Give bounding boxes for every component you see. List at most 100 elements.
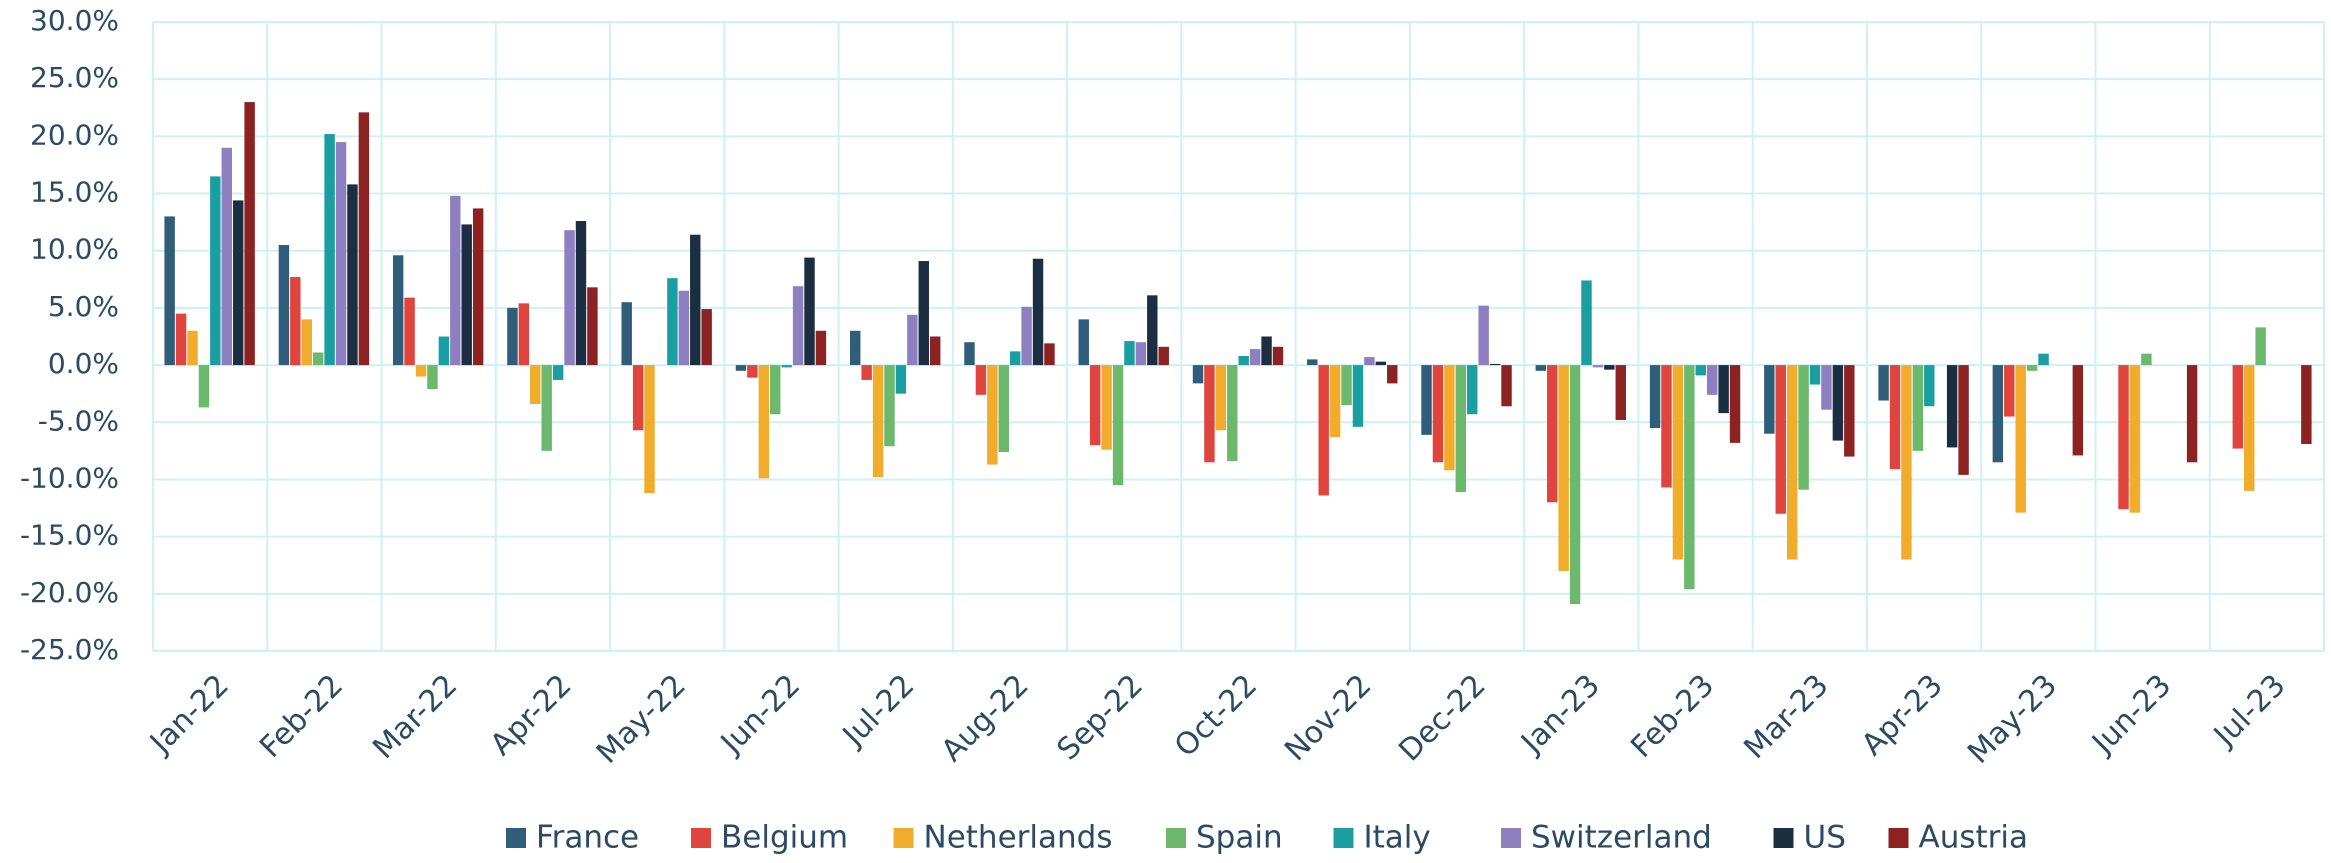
bar [1421, 365, 1432, 435]
bar [850, 330, 861, 366]
x-tick-label: Mar-23 [1737, 668, 1835, 766]
bar [175, 313, 187, 366]
bar [221, 147, 232, 366]
x-tick-label: Oct-22 [1168, 668, 1264, 764]
bar [1489, 363, 1501, 366]
x-tick-label: Jan-23 [1513, 668, 1607, 762]
bar [450, 195, 461, 366]
bar [2072, 365, 2084, 456]
y-tick-label: 5.0% [48, 290, 119, 323]
bar [2118, 365, 2129, 510]
x-tick-label: Dec-22 [1392, 668, 1492, 768]
bar [1901, 365, 1912, 560]
bar [312, 352, 324, 366]
bar [690, 234, 701, 366]
legend-label: Spain [1196, 820, 1283, 856]
bar [1706, 365, 1718, 395]
bar [1249, 349, 1261, 366]
bar [1672, 365, 1684, 560]
legend-label: Switzerland [1531, 820, 1712, 856]
bar [347, 184, 358, 366]
bar [2141, 353, 2152, 366]
bar [587, 287, 598, 366]
bar [918, 261, 929, 366]
bar [1501, 365, 1512, 407]
bar [1581, 280, 1592, 366]
bar [187, 330, 198, 366]
bar [701, 309, 712, 366]
legend-label: France [536, 820, 639, 856]
bar [1992, 365, 2004, 463]
bar [1912, 365, 1924, 451]
x-tick-label: Jun-23 [2084, 668, 2178, 762]
y-tick-label: -10.0% [20, 461, 119, 494]
bar [1261, 336, 1272, 366]
y-tick-label: 25.0% [30, 61, 119, 94]
y-tick-label: -20.0% [20, 576, 119, 609]
bar [2232, 365, 2244, 449]
legend-swatch [893, 828, 914, 848]
bar [1878, 365, 1889, 401]
bar [747, 365, 758, 378]
bar [770, 365, 781, 415]
bar [2004, 365, 2015, 417]
x-tick-label: May-22 [590, 668, 693, 771]
bar [735, 365, 747, 371]
y-tick-label: 10.0% [30, 233, 119, 266]
bar [1307, 359, 1318, 366]
bar [210, 176, 221, 366]
bar [1101, 365, 1112, 450]
bar [335, 142, 347, 366]
bar [2026, 365, 2038, 371]
bar [507, 307, 518, 366]
bar [164, 216, 175, 366]
y-tick-label: 30.0% [30, 4, 119, 37]
bar [564, 230, 575, 366]
bar [1649, 365, 1661, 428]
bar [2244, 365, 2255, 491]
bar [1215, 365, 1227, 431]
bar [1432, 365, 1444, 463]
bar [998, 365, 1009, 453]
legend-swatch [506, 828, 526, 848]
x-tick-label: Feb-22 [253, 668, 350, 765]
bar [290, 277, 301, 366]
x-tick-label: Apr-22 [484, 668, 579, 763]
bar [1604, 365, 1615, 370]
legend-swatch [1501, 828, 1521, 848]
bar [2015, 365, 2026, 513]
bar [1375, 361, 1387, 366]
y-tick-label: -25.0% [20, 633, 119, 666]
bar [1009, 351, 1021, 366]
legend-swatch [1333, 828, 1354, 848]
bar [1729, 365, 1741, 443]
bar [987, 365, 998, 465]
bar [324, 134, 335, 366]
bar [1592, 365, 1604, 368]
bar [1478, 305, 1489, 366]
bar [1889, 365, 1901, 470]
bar [1661, 365, 1672, 488]
bar [815, 330, 827, 366]
bar [2255, 327, 2266, 366]
bar [1695, 365, 1706, 376]
bar [804, 257, 815, 366]
legend-label: US [1804, 820, 1846, 856]
bar [1455, 365, 1467, 493]
bar [1329, 365, 1341, 438]
bar [1718, 365, 1729, 414]
bar [1821, 365, 1832, 410]
x-tick-label: Jun-22 [713, 668, 807, 762]
bar [552, 365, 564, 380]
bar [632, 365, 644, 431]
bar [1764, 365, 1775, 434]
bar [1158, 346, 1169, 366]
legend-label: Italy [1364, 820, 1431, 856]
bar [232, 200, 244, 366]
bar [2129, 365, 2141, 513]
bar [1238, 355, 1249, 366]
bar [438, 336, 450, 366]
bar [461, 224, 472, 366]
bar [278, 245, 290, 366]
